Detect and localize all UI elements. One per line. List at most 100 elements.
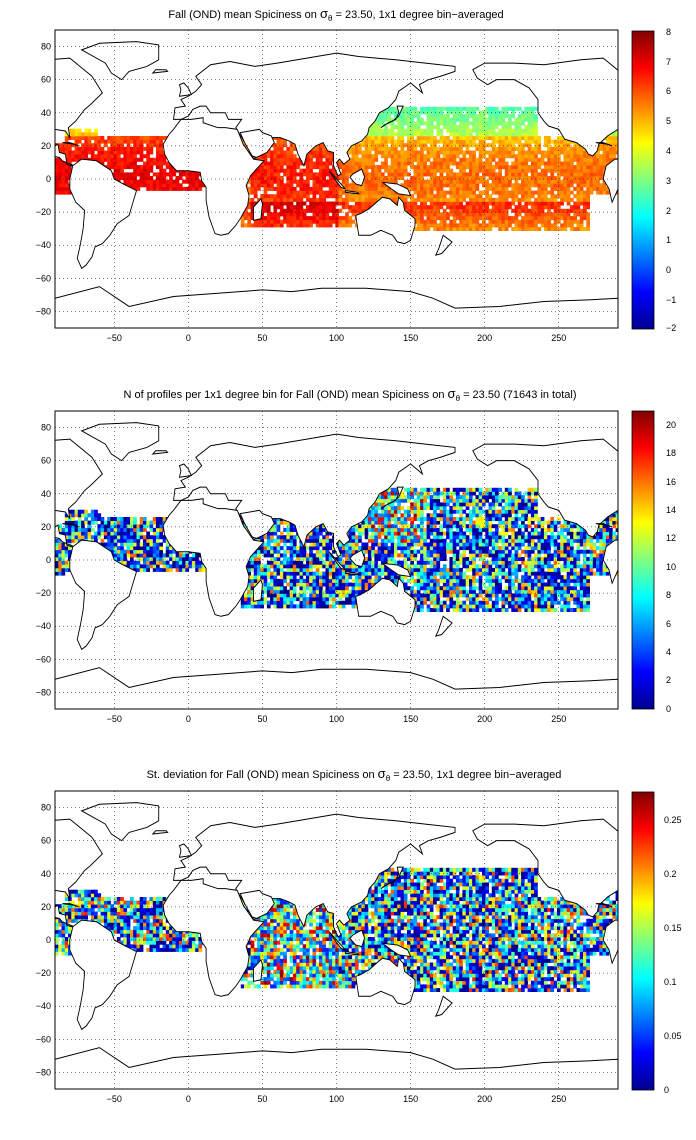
data-cell [534,136,538,140]
data-cell [433,205,437,210]
data-cell [266,567,271,572]
data-cell [429,168,434,173]
data-cell [289,165,294,170]
data-cell [71,538,75,543]
data-cell [68,146,72,151]
data-cell [306,197,310,202]
data-cell [455,190,460,195]
data-cell [433,223,437,228]
data-cell [312,179,317,184]
data-cell [429,179,434,184]
data-cell [439,106,444,111]
data-cell [534,216,538,221]
data-cell [485,106,489,111]
data-cell [508,139,512,144]
data-cell [299,201,304,206]
data-cell [107,527,111,532]
data-cell [136,553,141,558]
data-cell [348,208,353,213]
data-cell [495,146,499,151]
data-cell [550,161,555,166]
data-cell [319,549,323,554]
data-cell [126,154,131,159]
data-cell [433,168,437,173]
data-cell [178,553,183,558]
data-cell [58,157,62,162]
data-cell [563,179,568,184]
data-cell [74,136,79,140]
title-sigma: σ [448,386,456,401]
data-cell [286,527,291,532]
data-cell [530,205,535,210]
data-cell [495,150,499,155]
data-cell [120,168,124,173]
data-cell [270,531,274,536]
data-cell [514,172,519,177]
data-cell [394,110,398,115]
data-cell [61,186,66,191]
data-cell [455,205,460,210]
data-cell [296,578,300,583]
data-cell [452,161,457,166]
data-cell [289,146,294,151]
data-cell [126,172,131,177]
data-cell [279,139,284,144]
data-cell [188,557,193,561]
data-cell [338,560,343,565]
data-cell [498,205,502,210]
data-cell [364,186,369,191]
data-cell [534,106,538,111]
data-cell [384,168,388,173]
data-cell [472,194,476,199]
data-cell [315,535,320,540]
data-cell [312,538,317,543]
data-cell [260,538,264,543]
data-cell [120,527,124,532]
data-cell [270,219,274,224]
data-cell [107,161,111,166]
data-cell [374,172,379,177]
data-cell [527,154,532,159]
data-cell [517,205,522,210]
data-cell [462,219,467,224]
data-cell [442,157,447,162]
data-cell [302,553,307,558]
data-cell [498,161,502,166]
data-cell [482,146,486,151]
data-cell [433,117,437,122]
data-cell [442,176,447,180]
data-cell [299,205,304,210]
data-cell [534,139,538,144]
data-cell [599,161,603,166]
data-cell [547,212,551,217]
data-cell [325,168,330,173]
data-cell [537,161,542,166]
data-cell [491,150,496,155]
data-cell [475,183,480,188]
data-cell [94,531,98,536]
data-cell [397,154,401,159]
data-cell [384,161,388,166]
data-cell [325,531,330,536]
data-cell [416,186,421,191]
x-tick-label: 250 [551,333,566,343]
data-cell [341,168,346,173]
data-cell [358,194,362,199]
data-cell [296,546,300,551]
data-cell [537,186,542,191]
data-cell [570,150,574,155]
data-cell [459,183,463,188]
data-cell [61,176,66,180]
data-cell [325,194,330,199]
data-cell [478,161,483,166]
data-cell [596,168,600,173]
data-cell [420,132,424,137]
data-cell [283,600,287,605]
data-cell [371,125,375,129]
data-cell [504,212,509,217]
data-cell [527,121,532,126]
data-cell [439,216,444,221]
data-cell [107,146,111,151]
data-cell [175,186,180,191]
data-cell [152,157,157,162]
